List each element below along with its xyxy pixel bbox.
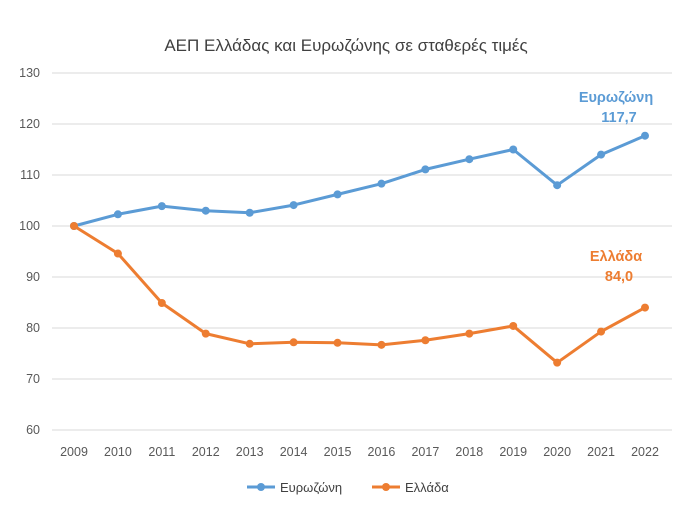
legend-marker xyxy=(257,483,265,491)
x-tick-label: 2009 xyxy=(60,445,88,459)
data-point xyxy=(641,303,649,312)
x-tick-label: 2021 xyxy=(587,445,615,459)
x-tick-label: 2014 xyxy=(280,445,308,459)
x-tick-label: 2018 xyxy=(455,445,483,459)
data-point xyxy=(377,340,386,349)
data-point xyxy=(333,190,342,199)
series-end-value: 117,7 xyxy=(601,110,637,126)
legend-marker xyxy=(382,483,390,491)
data-point xyxy=(641,131,649,140)
x-tick-label: 2020 xyxy=(543,445,571,459)
series-end-value: 84,0 xyxy=(605,269,633,285)
data-point xyxy=(553,181,562,190)
data-point xyxy=(113,210,122,219)
data-point xyxy=(201,329,210,338)
x-tick-label: 2010 xyxy=(104,445,132,459)
data-point xyxy=(509,321,518,330)
data-point xyxy=(289,338,298,347)
series-end-label: Ελλάδα xyxy=(590,249,642,265)
data-point xyxy=(289,201,298,210)
y-tick-label: 70 xyxy=(26,372,40,386)
data-point xyxy=(157,202,166,211)
x-tick-label: 2013 xyxy=(236,445,264,459)
chart-title: ΑΕΠ Ελλάδας και Ευρωζώνης σε σταθερές τι… xyxy=(164,36,527,55)
series-line-2 xyxy=(73,224,646,365)
y-tick-label: 100 xyxy=(19,219,40,233)
data-point xyxy=(421,165,430,174)
data-point xyxy=(245,208,254,217)
series-line-1 xyxy=(73,134,646,228)
x-tick-label: 2019 xyxy=(499,445,527,459)
data-point xyxy=(201,206,210,215)
data-point xyxy=(597,327,606,336)
series-end-label: Ευρωζώνη xyxy=(579,90,653,106)
y-tick-label: 80 xyxy=(26,321,40,335)
data-point xyxy=(377,179,386,188)
data-point xyxy=(157,299,166,308)
y-tick-label: 110 xyxy=(20,168,40,182)
y-tick-label: 130 xyxy=(19,66,40,80)
legend-label: Ευρωζώνη xyxy=(280,480,342,495)
y-tick-label: 90 xyxy=(26,270,40,284)
x-tick-label: 2017 xyxy=(411,445,439,459)
x-tick-label: 2011 xyxy=(148,445,175,459)
x-tick-label: 2022 xyxy=(631,445,659,459)
x-tick-label: 2012 xyxy=(192,445,220,459)
data-point xyxy=(465,329,474,338)
data-point xyxy=(421,336,430,345)
data-point xyxy=(553,358,562,367)
data-point xyxy=(597,150,606,159)
y-tick-label: 120 xyxy=(19,117,40,131)
x-tick-label: 2015 xyxy=(324,445,352,459)
data-point xyxy=(70,222,78,230)
data-point xyxy=(333,338,342,347)
y-tick-label: 60 xyxy=(26,423,40,437)
data-point xyxy=(245,339,254,348)
data-point xyxy=(509,145,518,154)
legend-label: Ελλάδα xyxy=(405,480,449,495)
x-tick-label: 2016 xyxy=(368,445,396,459)
data-point xyxy=(465,155,474,164)
data-point xyxy=(113,249,122,258)
